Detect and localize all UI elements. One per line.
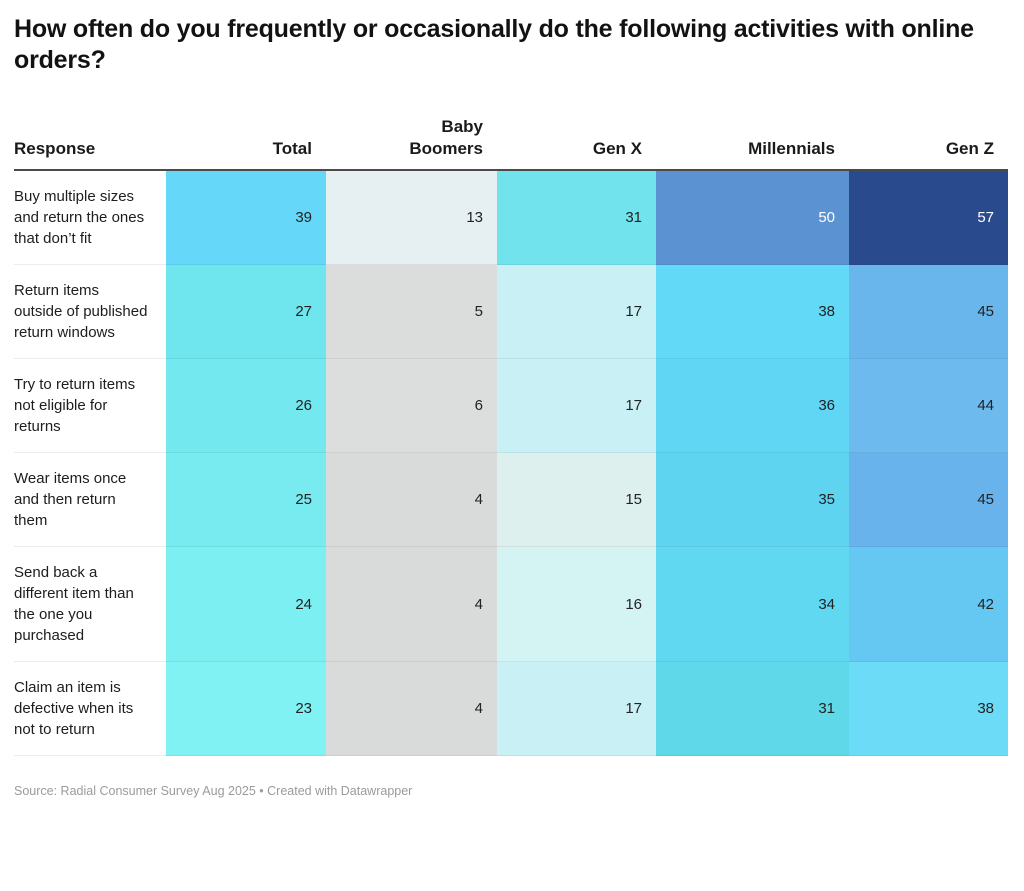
column-header-baby-boomers: Baby Boomers — [326, 116, 497, 171]
heatmap-cell: 4 — [326, 546, 497, 662]
source-note: Source: Radial Consumer Survey Aug 2025 … — [14, 784, 413, 798]
heatmap-cell: 4 — [326, 661, 497, 756]
heatmap-cell: 23 — [166, 661, 326, 756]
table-row: Try to return items not eligible for ret… — [14, 358, 1008, 453]
heatmap-cell: 44 — [849, 358, 1008, 453]
heatmap-cell: 45 — [849, 264, 1008, 359]
row-label: Claim an item is defective when its not … — [14, 661, 166, 756]
heatmap-cell: 38 — [656, 264, 849, 359]
heatmap-cell: 39 — [166, 170, 326, 265]
heatmap-cell: 57 — [849, 170, 1008, 265]
heatmap-cell: 42 — [849, 546, 1008, 662]
heatmap-cell: 31 — [656, 661, 849, 756]
heatmap-cell: 27 — [166, 264, 326, 359]
chart-container: How often do you frequently or occasiona… — [14, 15, 1008, 798]
heatmap-cell: 13 — [326, 170, 497, 265]
heatmap-cell: 38 — [849, 661, 1008, 756]
heatmap-cell: 16 — [497, 546, 656, 662]
heatmap-cell: 35 — [656, 452, 849, 547]
heatmap-cell: 25 — [166, 452, 326, 547]
heatmap-cell: 17 — [497, 358, 656, 453]
row-label: Send back a different item than the one … — [14, 546, 166, 662]
row-label: Buy multiple sizes and return the ones t… — [14, 170, 166, 265]
heatmap-cell: 6 — [326, 358, 497, 453]
heatmap-cell: 17 — [497, 264, 656, 359]
chart-title: How often do you frequently or occasiona… — [14, 15, 974, 74]
table-row: Wear items once and then return them 25 4 1… — [14, 452, 1008, 547]
row-label: Try to return items not eligible for ret… — [14, 358, 166, 453]
heatmap-cell: 17 — [497, 661, 656, 756]
column-header-total: Total — [166, 116, 326, 171]
table-row: Send back a different item than the one … — [14, 546, 1008, 662]
heatmap-cell: 50 — [656, 170, 849, 265]
heatmap-cell: 45 — [849, 452, 1008, 547]
column-header-millennials: Millennials — [656, 116, 849, 171]
table-row: Claim an item is defective when its not … — [14, 661, 1008, 756]
row-label: Wear items once and then return them — [14, 452, 166, 547]
heatmap-cell: 5 — [326, 264, 497, 359]
row-label: Return items outside of published return… — [14, 264, 166, 359]
heatmap-table: Response Total Baby Boomers Gen X Millennial… — [14, 116, 1008, 756]
column-header-gen-z: Gen Z — [849, 116, 1008, 171]
heatmap-cell: 4 — [326, 452, 497, 547]
heatmap-cell: 15 — [497, 452, 656, 547]
heatmap-cell: 31 — [497, 170, 656, 265]
heatmap-cell: 24 — [166, 546, 326, 662]
column-header-response: Response — [14, 116, 166, 171]
table-row: Buy multiple sizes and return the ones t… — [14, 170, 1008, 265]
table-row: Return items outside of published return… — [14, 264, 1008, 359]
header-row: Response Total Baby Boomers Gen X Millennial… — [14, 116, 1008, 171]
heatmap-cell: 26 — [166, 358, 326, 453]
column-header-gen-x: Gen X — [497, 116, 656, 171]
heatmap-cell: 34 — [656, 546, 849, 662]
heatmap-cell: 36 — [656, 358, 849, 453]
